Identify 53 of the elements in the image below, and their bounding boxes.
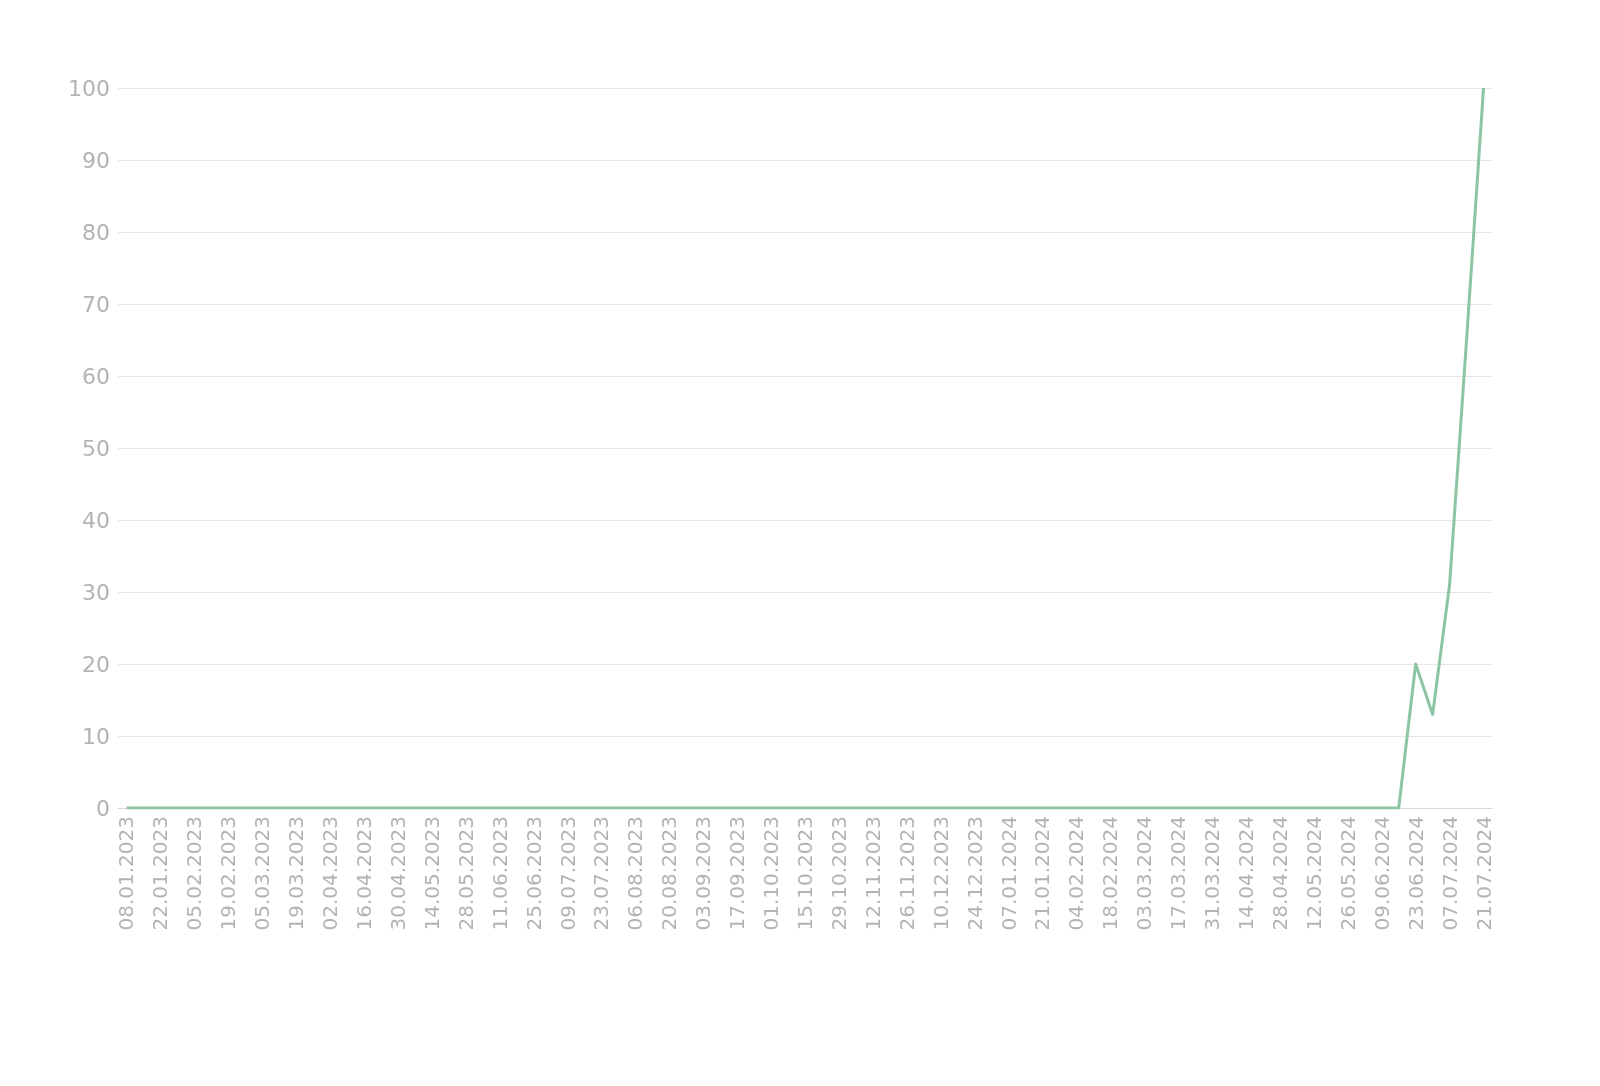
x-tick-label: 12.11.2023 xyxy=(860,816,885,931)
x-tick-label: 09.06.2024 xyxy=(1369,816,1394,931)
y-tick-label: 100 xyxy=(68,75,110,101)
y-tick-label: 30 xyxy=(82,579,110,605)
line-series xyxy=(124,86,1486,810)
x-tick-label: 26.11.2023 xyxy=(894,816,919,931)
y-tick-label: 90 xyxy=(82,147,110,173)
x-tick-label: 05.02.2023 xyxy=(182,816,207,931)
x-tick-label: 21.01.2024 xyxy=(1030,816,1055,931)
x-tick-label: 06.08.2023 xyxy=(623,816,648,931)
x-tick-label: 28.05.2023 xyxy=(453,816,478,931)
y-tick-label: 50 xyxy=(82,435,110,461)
y-tick-label: 0 xyxy=(96,795,110,821)
x-tick-label: 23.06.2024 xyxy=(1403,816,1428,931)
y-tick-label: 40 xyxy=(82,507,110,533)
x-tick-label: 12.05.2024 xyxy=(1301,816,1326,931)
y-tick-label: 70 xyxy=(82,291,110,317)
x-tick-label: 22.01.2023 xyxy=(148,816,173,931)
x-tick-label: 09.07.2023 xyxy=(555,816,580,931)
y-tick-label: 20 xyxy=(82,651,110,677)
x-tick-label: 03.03.2024 xyxy=(1132,816,1157,931)
x-tick-label: 05.03.2023 xyxy=(250,816,275,931)
x-tick-label: 18.02.2024 xyxy=(1098,816,1123,931)
y-tick-label: 10 xyxy=(82,723,110,749)
x-tick-label: 03.09.2023 xyxy=(691,816,716,931)
x-tick-label: 24.12.2023 xyxy=(962,816,987,931)
x-tick-label: 17.09.2023 xyxy=(725,816,750,931)
x-tick-label: 02.04.2023 xyxy=(318,816,343,931)
x-tick-label: 21.07.2024 xyxy=(1471,816,1496,931)
x-tick-label: 25.06.2023 xyxy=(521,816,546,931)
x-tick-label: 31.03.2024 xyxy=(1200,816,1225,931)
x-tick-label: 17.03.2024 xyxy=(1166,816,1191,931)
x-tick-label: 29.10.2023 xyxy=(826,816,851,931)
x-tick-label: 19.03.2023 xyxy=(284,816,309,931)
x-tick-label: 07.01.2024 xyxy=(996,816,1021,931)
x-tick-label: 10.12.2023 xyxy=(928,816,953,931)
x-tick-label: 16.04.2023 xyxy=(351,816,376,931)
x-tick-label: 23.07.2023 xyxy=(589,816,614,931)
x-tick-label: 19.02.2023 xyxy=(216,816,241,931)
x-tick-label: 20.08.2023 xyxy=(657,816,682,931)
x-tick-label: 30.04.2023 xyxy=(385,816,410,931)
x-tick-label: 26.05.2024 xyxy=(1335,816,1360,931)
y-tick-label: 60 xyxy=(82,363,110,389)
x-tick-label: 14.04.2024 xyxy=(1234,816,1259,931)
x-tick-label: 14.05.2023 xyxy=(419,816,444,931)
x-tick-label: 08.01.2023 xyxy=(114,816,139,931)
y-tick-label: 80 xyxy=(82,219,110,245)
x-tick-label: 07.07.2024 xyxy=(1437,816,1462,931)
x-tick-label: 15.10.2023 xyxy=(793,816,817,931)
x-tick-label: 28.04.2024 xyxy=(1267,816,1292,931)
x-tick-label: 11.06.2023 xyxy=(487,816,512,931)
x-tick-label: 01.10.2023 xyxy=(759,816,784,931)
x-tick-label: 04.02.2024 xyxy=(1064,816,1089,931)
